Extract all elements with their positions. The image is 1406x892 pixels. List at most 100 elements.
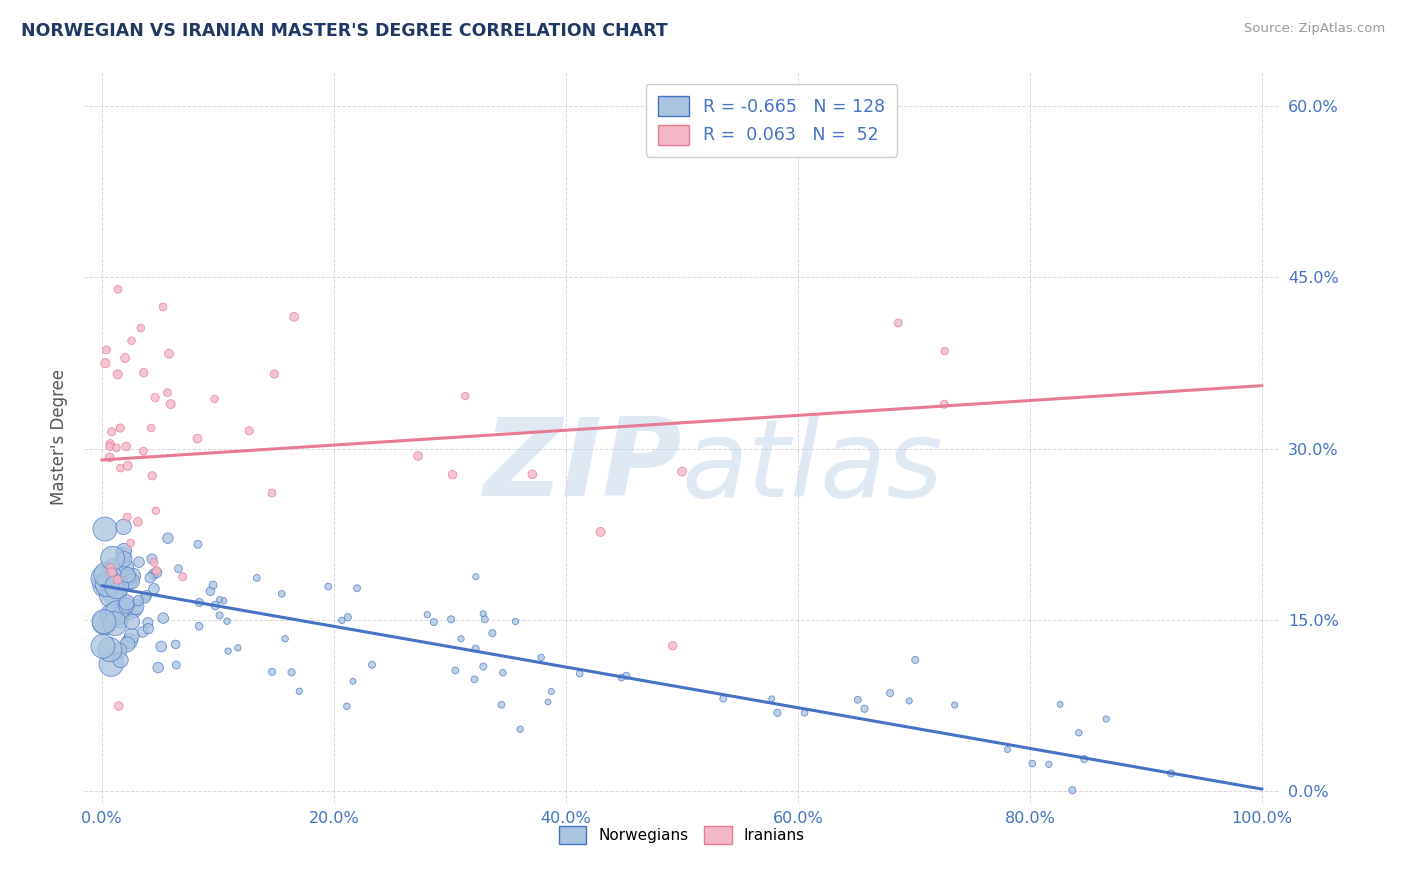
Point xyxy=(204,392,226,406)
Point xyxy=(711,691,734,706)
Point xyxy=(104,563,127,577)
Point xyxy=(108,421,131,435)
Point xyxy=(187,537,209,551)
Point xyxy=(122,603,145,617)
Point xyxy=(444,664,467,678)
Point xyxy=(105,606,128,620)
Point xyxy=(115,559,138,574)
Point xyxy=(416,607,439,622)
Point xyxy=(141,468,163,483)
Point xyxy=(98,642,121,657)
Point xyxy=(200,584,222,599)
Point xyxy=(879,686,901,700)
Point xyxy=(464,641,486,656)
Point xyxy=(120,536,142,550)
Point xyxy=(165,637,187,651)
Point xyxy=(93,615,115,629)
Point xyxy=(1073,752,1095,766)
Point xyxy=(152,300,174,314)
Point xyxy=(104,616,127,631)
Point xyxy=(263,367,285,381)
Point xyxy=(112,548,135,562)
Text: atlas: atlas xyxy=(682,414,943,519)
Point xyxy=(793,706,815,720)
Point xyxy=(505,615,527,629)
Point xyxy=(156,385,179,400)
Point xyxy=(1049,698,1071,712)
Text: ZIP: ZIP xyxy=(484,413,682,519)
Point xyxy=(589,524,612,539)
Point xyxy=(131,625,153,640)
Point xyxy=(1038,757,1060,772)
Point xyxy=(132,366,155,380)
Point xyxy=(270,587,292,601)
Point xyxy=(94,356,117,370)
Point xyxy=(260,486,283,500)
Point xyxy=(568,666,591,681)
Point xyxy=(146,660,169,674)
Point xyxy=(1021,756,1043,771)
Point xyxy=(159,397,181,411)
Point xyxy=(540,684,562,698)
Point xyxy=(145,504,167,518)
Point xyxy=(441,467,464,482)
Point xyxy=(110,653,132,667)
Point xyxy=(143,556,166,570)
Point xyxy=(406,449,429,463)
Point xyxy=(1095,712,1118,726)
Point xyxy=(127,593,149,607)
Point xyxy=(761,691,783,706)
Point xyxy=(186,432,208,446)
Point xyxy=(107,282,129,296)
Point xyxy=(283,310,305,324)
Point xyxy=(135,589,157,603)
Point xyxy=(110,614,132,628)
Point xyxy=(330,613,353,627)
Point xyxy=(898,694,921,708)
Point xyxy=(165,658,187,673)
Point xyxy=(101,551,124,566)
Point xyxy=(108,643,131,657)
Point xyxy=(91,571,114,585)
Point xyxy=(145,564,167,578)
Point xyxy=(997,742,1019,756)
Point xyxy=(105,580,128,594)
Point xyxy=(115,440,138,454)
Point xyxy=(472,659,495,673)
Point xyxy=(101,566,124,580)
Point xyxy=(262,665,284,679)
Point xyxy=(105,441,128,455)
Point xyxy=(537,695,560,709)
Point xyxy=(107,368,129,382)
Point xyxy=(117,458,139,473)
Point xyxy=(904,653,927,667)
Text: NORWEGIAN VS IRANIAN MASTER'S DEGREE CORRELATION CHART: NORWEGIAN VS IRANIAN MASTER'S DEGREE COR… xyxy=(21,22,668,40)
Point xyxy=(934,397,956,411)
Point xyxy=(509,723,531,737)
Point xyxy=(766,706,789,720)
Point xyxy=(491,698,513,712)
Point xyxy=(215,614,238,628)
Point xyxy=(100,560,122,574)
Point xyxy=(454,389,477,403)
Point xyxy=(98,440,121,454)
Point xyxy=(846,692,869,706)
Point xyxy=(157,346,180,360)
Point xyxy=(97,577,120,591)
Legend: Norwegians, Iranians: Norwegians, Iranians xyxy=(553,820,811,850)
Point xyxy=(481,626,503,640)
Point xyxy=(132,444,155,458)
Point xyxy=(346,581,368,595)
Point xyxy=(112,552,135,566)
Point xyxy=(118,575,141,590)
Point xyxy=(145,566,167,580)
Point xyxy=(280,665,302,680)
Point xyxy=(530,650,553,665)
Point xyxy=(134,591,156,605)
Point xyxy=(156,531,179,545)
Point xyxy=(138,622,160,636)
Point xyxy=(110,607,132,621)
Point xyxy=(423,615,446,629)
Point xyxy=(117,568,139,582)
Point xyxy=(212,594,235,608)
